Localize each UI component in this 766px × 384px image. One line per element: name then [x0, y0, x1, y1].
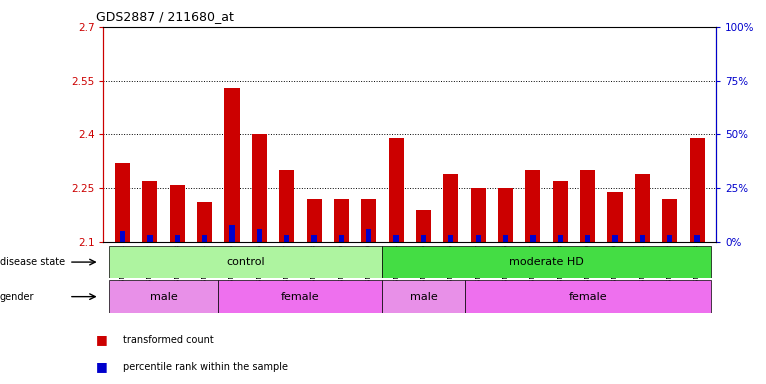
Text: GDS2887 / 211680_at: GDS2887 / 211680_at — [96, 10, 234, 23]
Bar — [279, 170, 294, 242]
Bar — [362, 199, 376, 242]
Bar — [257, 229, 262, 242]
Bar — [339, 235, 344, 242]
Text: female: female — [568, 291, 607, 302]
Bar — [498, 188, 513, 242]
Bar — [667, 235, 673, 242]
Bar — [585, 235, 591, 242]
Bar — [109, 246, 382, 278]
Bar — [366, 229, 372, 242]
Bar — [170, 185, 185, 242]
Bar — [444, 174, 458, 242]
Bar — [553, 181, 568, 242]
Bar — [202, 235, 208, 242]
Text: gender: gender — [0, 291, 34, 302]
Bar — [284, 235, 290, 242]
Bar — [640, 235, 645, 242]
Text: ■: ■ — [96, 360, 107, 373]
Bar — [464, 280, 711, 313]
Text: ■: ■ — [96, 333, 107, 346]
Bar — [695, 235, 699, 242]
Bar — [525, 170, 541, 242]
Bar — [115, 163, 130, 242]
Bar — [382, 280, 464, 313]
Bar — [580, 170, 595, 242]
Bar — [252, 134, 267, 242]
Text: female: female — [281, 291, 319, 302]
Bar — [470, 188, 486, 242]
Bar — [607, 192, 623, 242]
Bar — [612, 235, 617, 242]
Text: transformed count: transformed count — [123, 335, 213, 345]
Bar — [689, 138, 705, 242]
Bar — [218, 280, 382, 313]
Bar — [530, 235, 535, 242]
Bar — [388, 138, 404, 242]
Bar — [662, 199, 677, 242]
Bar — [142, 181, 158, 242]
Bar — [421, 235, 426, 242]
Text: moderate HD: moderate HD — [509, 257, 584, 267]
Bar — [635, 174, 650, 242]
Bar — [382, 246, 711, 278]
Bar — [312, 235, 316, 242]
Bar — [109, 280, 218, 313]
Bar — [229, 225, 234, 242]
Bar — [394, 235, 399, 242]
Bar — [175, 235, 180, 242]
Text: percentile rank within the sample: percentile rank within the sample — [123, 362, 287, 372]
Bar — [147, 235, 152, 242]
Bar — [476, 235, 481, 242]
Bar — [120, 231, 125, 242]
Text: disease state: disease state — [0, 257, 65, 267]
Bar — [448, 235, 453, 242]
Bar — [558, 235, 563, 242]
Bar — [503, 235, 508, 242]
Bar — [224, 88, 240, 242]
Text: control: control — [227, 257, 265, 267]
Bar — [306, 199, 322, 242]
Text: male: male — [410, 291, 437, 302]
Text: male: male — [149, 291, 178, 302]
Bar — [197, 202, 212, 242]
Bar — [416, 210, 431, 242]
Bar — [334, 199, 349, 242]
